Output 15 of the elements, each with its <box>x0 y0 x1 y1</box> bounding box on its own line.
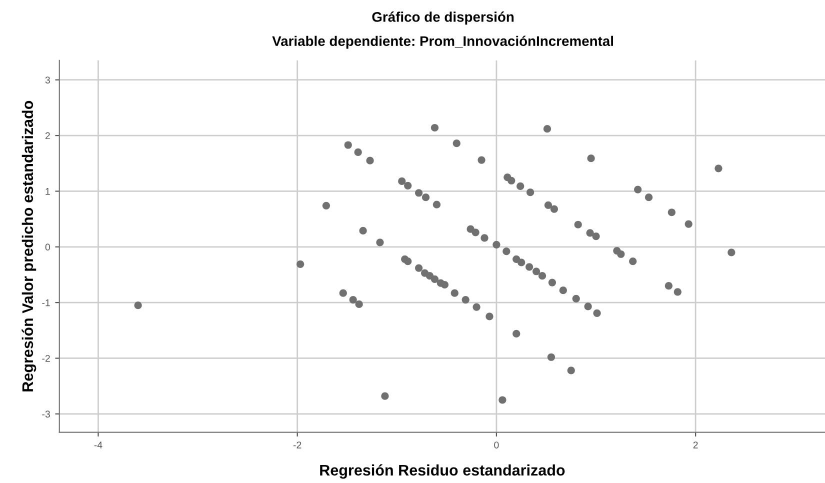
y-tick-label: 1 <box>46 188 50 195</box>
x-tick-label: -4 <box>94 442 102 448</box>
chart-title: Gráfico de dispersión <box>372 12 514 25</box>
x-tick-label: 0 <box>494 442 499 448</box>
y-tick-label: -3 <box>42 410 50 418</box>
chart-subtitle: Variable dependiente: Prom_InnovaciónIncremental <box>272 36 614 49</box>
y-tick-label: 0 <box>45 244 50 251</box>
y-tick-label: 2 <box>45 132 50 140</box>
y-tick-label: -1 <box>42 299 50 306</box>
x-axis-title: Regresión Residuo estandarizado <box>320 464 565 479</box>
y-tick-label: -2 <box>42 354 50 362</box>
y-tick-label: 3 <box>45 76 50 84</box>
x-tick-label: 2 <box>693 442 698 448</box>
y-axis-title: Regresión Valor predicho estandarizado <box>22 100 36 392</box>
x-tick-label: -2 <box>293 442 302 448</box>
